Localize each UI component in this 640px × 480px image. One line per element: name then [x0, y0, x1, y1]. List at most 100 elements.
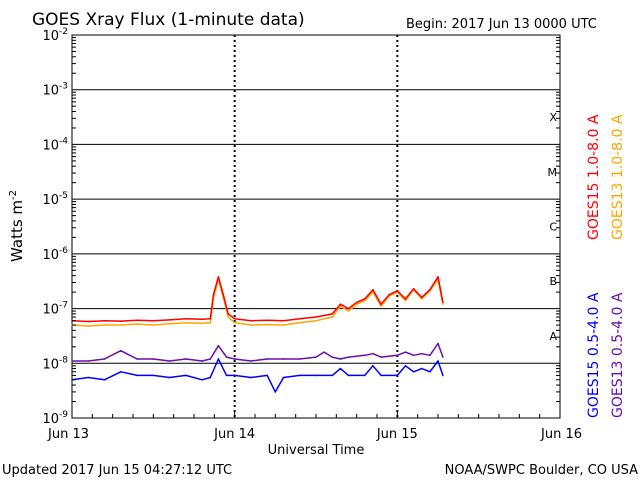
data-point-goes15-1-0-8-0-a: [412, 287, 415, 290]
data-point-goes13-0-5-4-0-a: [347, 356, 350, 358]
data-point-goes15-1-0-8-0-a: [212, 293, 215, 296]
data-point-goes13-0-5-4-0-a: [315, 356, 317, 358]
data-point-goes15-1-0-8-0-a: [364, 298, 366, 300]
y-tick-label: 10-4: [42, 136, 68, 153]
data-point-goes15-0-5-4-0-a: [136, 374, 138, 377]
data-point-goes15-0-5-4-0-a: [233, 374, 236, 377]
data-point-goes15-0-5-4-0-a: [87, 376, 90, 379]
data-point-goes13-0-5-4-0-a: [372, 352, 374, 355]
series-line-goes15-0-5-4-0-a: [71, 358, 444, 393]
data-point-goes15-1-0-8-0-a: [429, 289, 431, 291]
series-line-goes13-1-0-8-0-a: [71, 278, 444, 327]
data-point-goes15-0-5-4-0-a: [437, 360, 439, 362]
y-tick-label: 10-3: [42, 82, 68, 99]
data-point-goes13-0-5-4-0-a: [103, 358, 106, 360]
legend-goes15-long: GOES15 1.0-8.0 A: [586, 114, 602, 240]
y-tick-exponent: -8: [59, 355, 68, 365]
legend-upper: GOES15 1.0-8.0 A GOES13 1.0-8.0 A: [586, 114, 626, 240]
data-point-goes15-1-0-8-0-a: [201, 318, 203, 320]
data-point-goes15-0-5-4-0-a: [331, 374, 334, 377]
x-tick-label: Jun 13: [47, 427, 89, 442]
data-point-goes15-0-5-4-0-a: [217, 358, 220, 360]
data-point-goes15-0-5-4-0-a: [404, 364, 407, 367]
y-tick-exponent: -5: [59, 191, 68, 201]
data-point-goes13-1-0-8-0-a: [380, 305, 382, 308]
data-point-goes13-1-0-8-0-a: [404, 299, 407, 302]
data-point-goes13-0-5-4-0-a: [364, 354, 366, 357]
data-point-goes13-1-0-8-0-a: [136, 323, 138, 325]
data-point-goes15-0-5-4-0-a: [266, 374, 269, 377]
y-tick-base: 10: [42, 84, 59, 99]
data-point-goes15-1-0-8-0-a: [282, 319, 285, 322]
data-point-goes13-0-5-4-0-a: [298, 358, 301, 360]
y-axis-label-main: Watts m: [8, 200, 26, 262]
legend-goes13-short: GOES13 0.5-4.0 A: [610, 292, 626, 418]
data-point-goes13-0-5-4-0-a: [233, 358, 236, 360]
data-point-goes15-1-0-8-0-a: [152, 319, 155, 322]
data-point-goes15-1-0-8-0-a: [355, 301, 358, 304]
chart-title: GOES Xray Flux (1-minute data): [32, 10, 305, 30]
flare-class-b: B: [549, 275, 557, 288]
data-point-goes13-1-0-8-0-a: [152, 324, 155, 326]
data-point-goes15-0-5-4-0-a: [103, 378, 106, 381]
data-point-goes13-0-5-4-0-a: [339, 358, 342, 360]
data-point-goes13-0-5-4-0-a: [250, 360, 252, 362]
data-point-goes13-0-5-4-0-a: [87, 360, 90, 362]
data-point-goes15-0-5-4-0-a: [372, 364, 374, 367]
x-tick-label: Jun 16: [540, 427, 582, 442]
plot-area: [71, 34, 561, 419]
x-tick-label: Jun 15: [376, 427, 418, 442]
y-tick-exponent: -6: [59, 246, 68, 256]
data-point-goes13-1-0-8-0-a: [339, 305, 342, 308]
data-point-goes13-0-5-4-0-a: [136, 358, 138, 360]
y-tick-base: 10: [42, 138, 59, 153]
y-axis-ticks: 10-210-310-410-510-610-710-810-9: [42, 27, 560, 427]
data-point-goes13-1-0-8-0-a: [282, 324, 285, 326]
data-point-goes15-0-5-4-0-a: [168, 376, 171, 379]
data-point-goes15-1-0-8-0-a: [404, 298, 407, 300]
y-axis-label-group: Watts m-2: [8, 190, 26, 262]
data-point-goes15-1-0-8-0-a: [87, 320, 90, 323]
legend-goes15-short: GOES15 0.5-4.0 A: [586, 292, 602, 418]
data-point-goes15-1-0-8-0-a: [103, 319, 106, 322]
data-point-goes15-1-0-8-0-a: [380, 303, 382, 306]
data-point-goes15-1-0-8-0-a: [388, 293, 391, 296]
data-point-goes15-1-0-8-0-a: [420, 296, 423, 299]
data-point-goes15-0-5-4-0-a: [364, 374, 366, 377]
y-tick-label: 10-8: [42, 355, 68, 372]
y-tick-base: 10: [42, 303, 59, 318]
data-point-goes13-0-5-4-0-a: [225, 356, 228, 358]
data-point-goes15-1-0-8-0-a: [372, 289, 374, 291]
data-point-goes15-0-5-4-0-a: [152, 374, 155, 377]
data-point-goes13-0-5-4-0-a: [404, 351, 407, 353]
data-point-goes13-0-5-4-0-a: [437, 342, 439, 345]
data-point-goes13-1-0-8-0-a: [227, 316, 229, 318]
y-tick-exponent: -2: [59, 27, 68, 37]
footer-source: NOAA/SWPC Boulder, CO USA: [445, 463, 638, 478]
flare-class-labels: X M C B A: [548, 111, 558, 343]
data-point-goes13-1-0-8-0-a: [364, 299, 366, 302]
data-point-goes13-1-0-8-0-a: [168, 322, 171, 325]
data-point-goes13-0-5-4-0-a: [420, 352, 423, 355]
flare-class-x: X: [549, 111, 557, 124]
data-point-goes15-1-0-8-0-a: [120, 320, 122, 322]
data-point-goes13-1-0-8-0-a: [298, 321, 301, 324]
data-point-goes15-1-0-8-0-a: [217, 276, 220, 278]
y-tick-label: 10-7: [42, 301, 68, 318]
data-point-goes15-1-0-8-0-a: [168, 319, 171, 321]
data-point-goes13-0-5-4-0-a: [323, 351, 325, 353]
y-tick-label: 10-5: [42, 191, 68, 208]
data-point-goes15-1-0-8-0-a: [347, 307, 350, 310]
y-axis-label-exponent: -2: [8, 190, 19, 200]
flare-class-c: C: [549, 221, 557, 234]
plot-frame: [71, 34, 561, 419]
y-tick-label: 10-2: [42, 27, 68, 44]
y-tick-label: 10-9: [42, 410, 68, 427]
flare-class-m: M: [548, 166, 558, 179]
data-point-goes13-1-0-8-0-a: [185, 321, 187, 324]
x-tick-label: Jun 14: [213, 427, 255, 442]
data-point-goes13-0-5-4-0-a: [429, 354, 431, 357]
data-point-goes15-0-5-4-0-a: [201, 378, 203, 381]
data-point-goes13-0-5-4-0-a: [71, 360, 73, 362]
